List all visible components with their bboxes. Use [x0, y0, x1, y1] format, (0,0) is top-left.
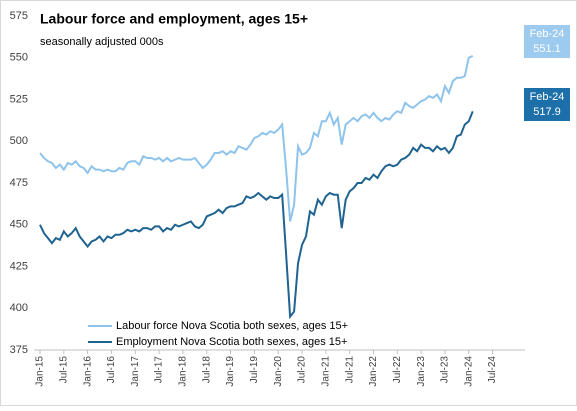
x-tick-label: Jul-19 [249, 356, 260, 384]
legend-label: Labour force Nova Scotia both sexes, age… [116, 320, 348, 332]
x-tick-label: Jan-18 [178, 356, 189, 387]
x-tick-label: Jul-24 [487, 356, 498, 384]
x-tick-label: Jul-16 [106, 356, 117, 384]
y-tick-label: 425 [10, 260, 28, 272]
x-tick-label: Jul-21 [344, 356, 355, 384]
legend-label: Employment Nova Scotia both sexes, ages … [116, 336, 347, 348]
x-tick-label: Jul-17 [154, 356, 165, 384]
y-tick-label: 575 [10, 10, 28, 22]
y-tick-label: 375 [10, 344, 28, 356]
annotation-box [524, 88, 570, 121]
x-tick-label: Jan-19 [225, 356, 236, 387]
annotation-date: Feb-24 [530, 91, 565, 103]
annotation-box [524, 25, 570, 58]
x-tick-label: Jan-20 [273, 356, 284, 387]
chart-subtitle: seasonally adjusted 000s [40, 36, 164, 48]
x-tick-label: Jul-15 [58, 356, 69, 384]
chart-title: Labour force and employment, ages 15+ [40, 11, 308, 27]
y-tick-label: 475 [10, 177, 28, 189]
x-tick-label: Jan-24 [463, 356, 474, 387]
annotation-value: 517.9 [533, 106, 561, 118]
y-tick-label: 500 [10, 135, 28, 147]
x-tick-label: Jan-23 [416, 356, 427, 387]
x-tick-label: Jul-22 [392, 356, 403, 384]
y-tick-label: 400 [10, 302, 28, 314]
x-tick-label: Jul-20 [297, 356, 308, 384]
x-tick-label: Jul-23 [440, 356, 451, 384]
annotation-date: Feb-24 [530, 28, 565, 40]
y-tick-label: 550 [10, 52, 28, 64]
x-tick-label: Jan-16 [82, 356, 93, 387]
x-tick-label: Jan-22 [368, 356, 379, 387]
x-tick-label: Jan-21 [320, 356, 331, 387]
annotation-value: 551.1 [533, 43, 561, 55]
series-line [39, 55, 474, 222]
y-tick-label: 525 [10, 93, 28, 105]
x-tick-label: Jan-15 [35, 356, 46, 387]
x-tick-label: Jan-17 [130, 356, 141, 387]
y-tick-label: 450 [10, 219, 28, 231]
series-line [39, 110, 474, 320]
x-tick-label: Jul-18 [201, 356, 212, 384]
